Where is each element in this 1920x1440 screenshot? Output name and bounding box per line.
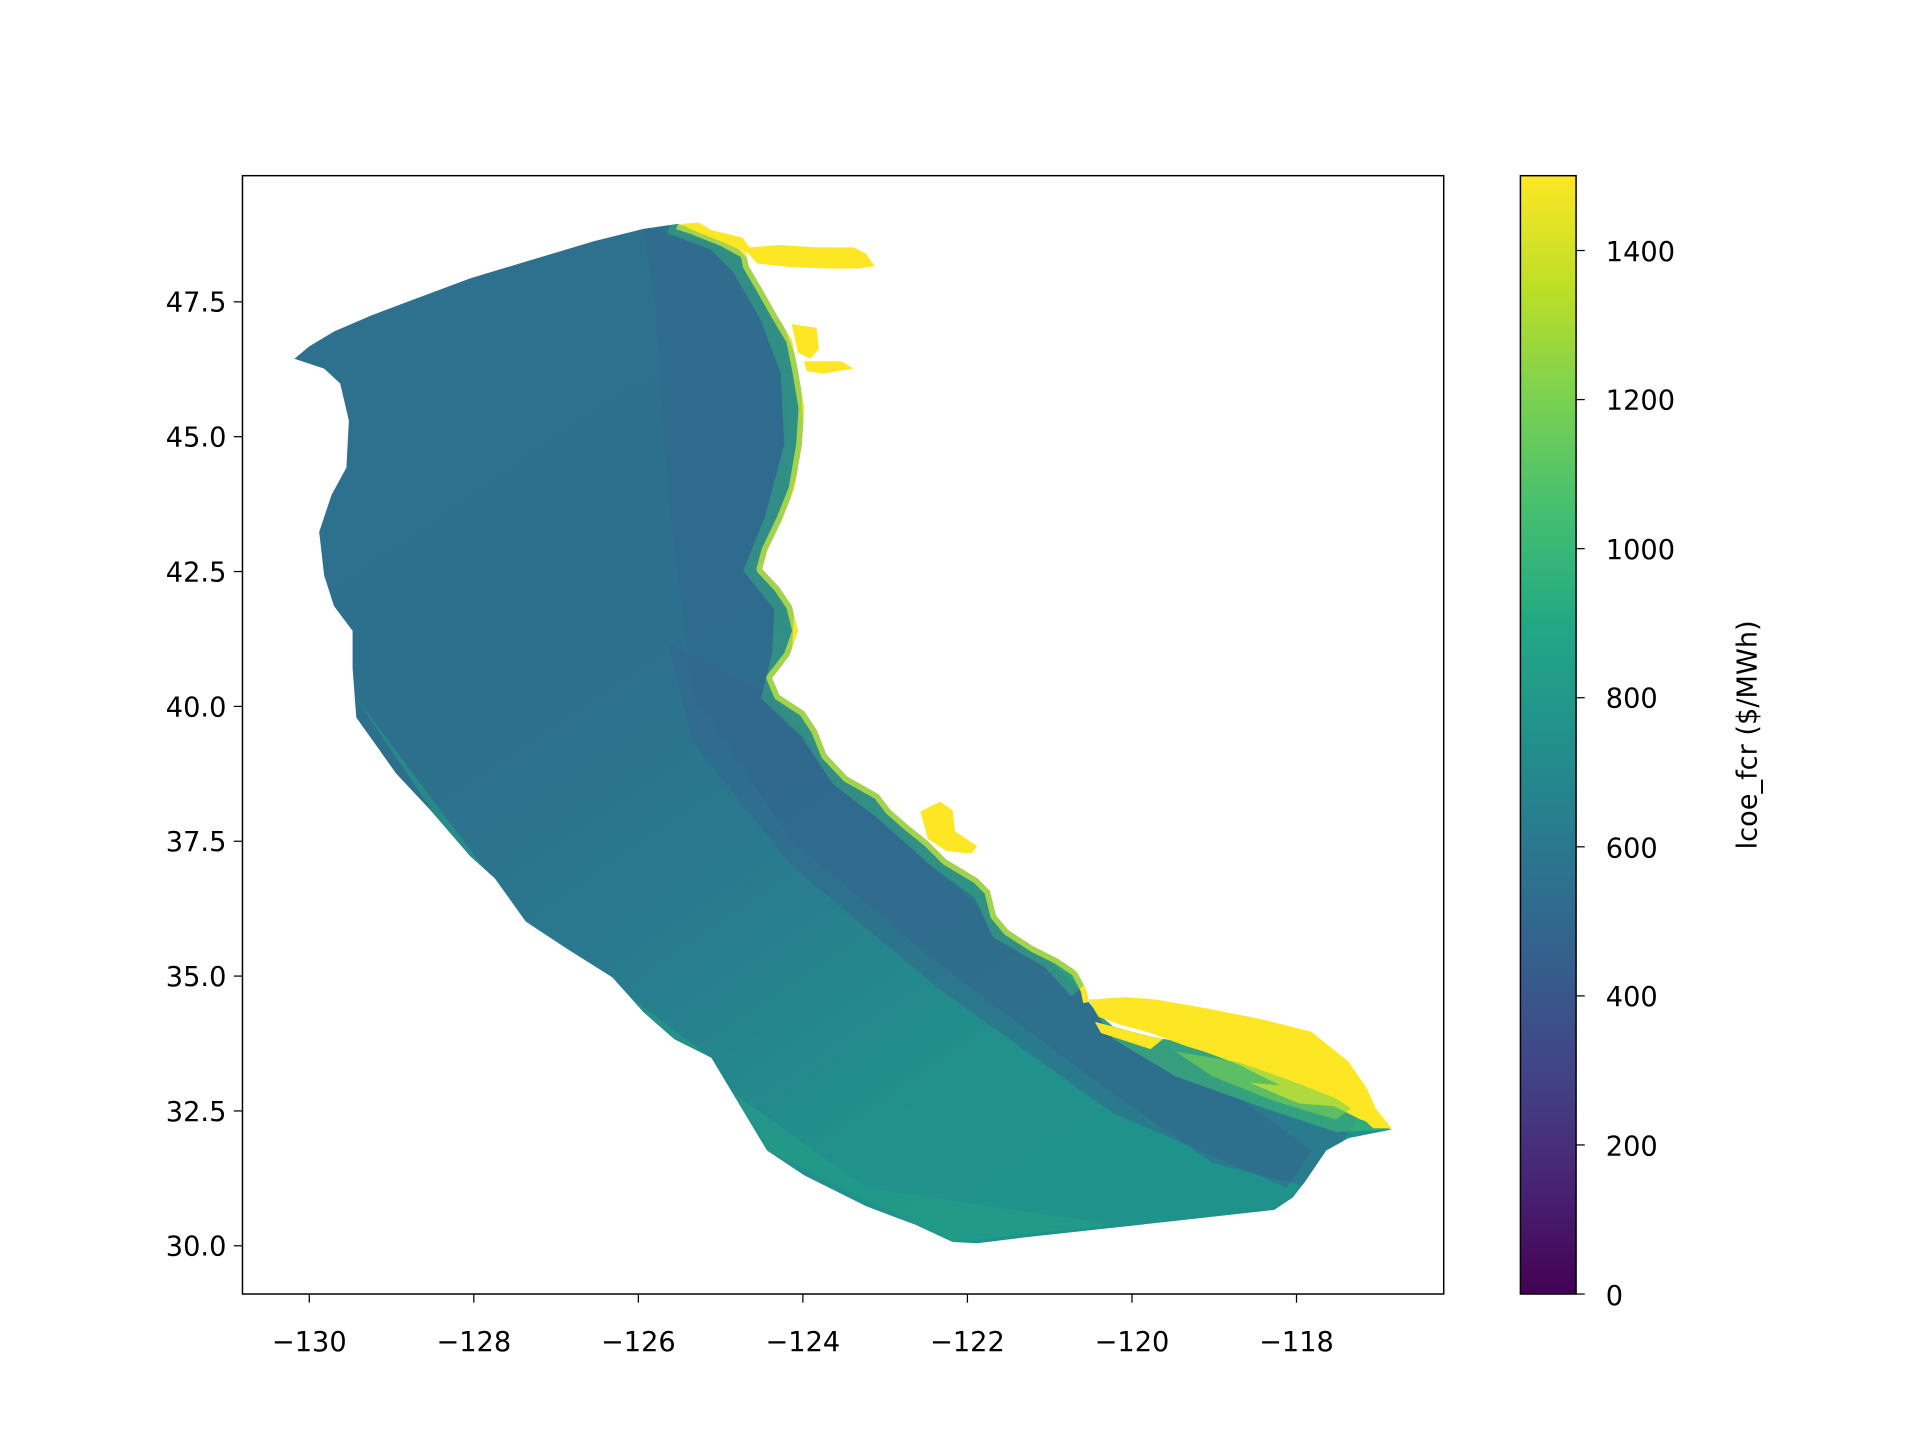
x-tick-122: −122 <box>930 1294 1005 1358</box>
plot-frame <box>241 174 1445 1295</box>
colorbar: 0 200 400 600 800 1000 1200 1400 <box>1519 174 1764 1312</box>
x-tick-label: −130 <box>272 1327 347 1358</box>
colorbar-tick-800: 800 <box>1576 684 1658 715</box>
x-tick-label: −124 <box>766 1327 841 1358</box>
plot-area <box>241 174 1445 1295</box>
y-tick-42-5: 42.5 <box>166 557 243 588</box>
y-tick-label: 42.5 <box>166 557 227 588</box>
x-tick-label: −126 <box>601 1327 676 1358</box>
colorbar-tick-1200: 1200 <box>1576 385 1675 416</box>
colorbar-tick-label: 800 <box>1606 684 1658 715</box>
y-tick-37-5: 37.5 <box>166 827 243 858</box>
y-tick-label: 40.0 <box>166 692 227 723</box>
x-tick-label: −118 <box>1259 1327 1334 1358</box>
y-tick-label: 32.5 <box>166 1097 227 1128</box>
colorbar-tick-0: 0 <box>1576 1281 1623 1312</box>
y-tick-47-5: 47.5 <box>166 288 243 319</box>
data-region-nearshore <box>680 222 1392 1129</box>
colorbar-tick-label: 1400 <box>1606 237 1675 268</box>
y-tick-32-5: 32.5 <box>166 1097 243 1128</box>
colorbar-gradient <box>1519 174 1577 1295</box>
y-tick-label: 47.5 <box>166 288 227 319</box>
x-tick-126: −126 <box>601 1294 676 1358</box>
y-tick-label: 30.0 <box>166 1232 227 1263</box>
colorbar-tick-label: 400 <box>1606 982 1658 1013</box>
x-tick-124: −124 <box>766 1294 841 1358</box>
x-tick-130: −130 <box>272 1294 347 1358</box>
y-tick-35: 35.0 <box>166 962 243 993</box>
x-axis: −130 −128 −126 −124 −122 −120 −118 <box>272 1294 1334 1358</box>
y-tick-40: 40.0 <box>166 692 243 723</box>
colorbar-tick-label: 1000 <box>1606 535 1675 566</box>
x-tick-label: −120 <box>1095 1327 1170 1358</box>
x-tick-120: −120 <box>1095 1294 1170 1358</box>
y-tick-label: 45.0 <box>166 423 227 454</box>
y-tick-45: 45.0 <box>166 423 243 454</box>
x-tick-label: −128 <box>436 1327 511 1358</box>
y-tick-label: 35.0 <box>166 962 227 993</box>
x-tick-128: −128 <box>436 1294 511 1358</box>
colorbar-tick-label: 200 <box>1606 1131 1658 1162</box>
x-tick-118: −118 <box>1259 1294 1334 1358</box>
colorbar-tick-label: 1200 <box>1606 385 1675 416</box>
colorbar-tick-label: 0 <box>1606 1281 1623 1312</box>
y-tick-label: 37.5 <box>166 827 227 858</box>
colorbar-tick-400: 400 <box>1576 982 1658 1013</box>
x-tick-label: −122 <box>930 1327 1005 1358</box>
y-axis: 30.0 32.5 35.0 37.5 40.0 42.5 45.0 47.5 <box>166 288 243 1263</box>
colorbar-tick-600: 600 <box>1576 833 1658 864</box>
colorbar-tick-label: 600 <box>1606 833 1658 864</box>
colorbar-label: lcoe_fcr ($/MWh) <box>1733 620 1764 849</box>
colorbar-tick-200: 200 <box>1576 1131 1658 1162</box>
y-tick-30: 30.0 <box>166 1232 243 1263</box>
colorbar-tick-1000: 1000 <box>1576 535 1675 566</box>
colorbar-tick-1400: 1400 <box>1576 237 1675 268</box>
